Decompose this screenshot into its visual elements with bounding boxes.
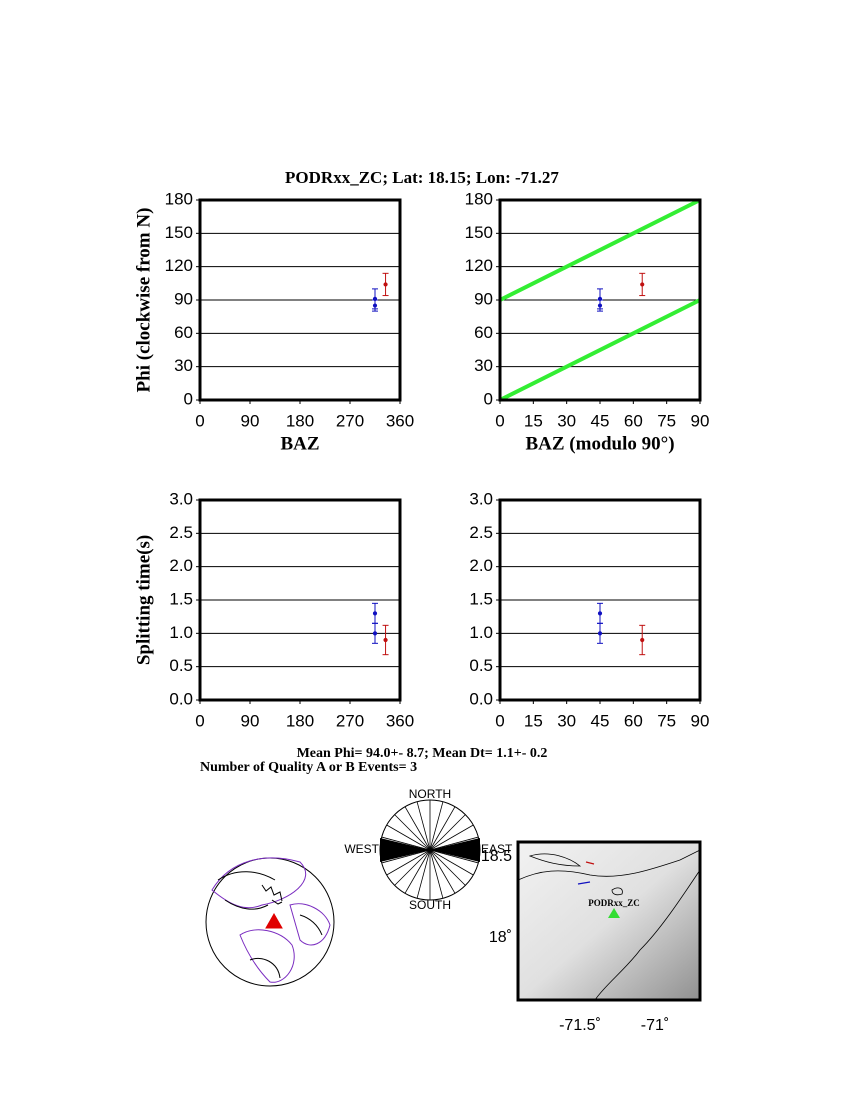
station-label: PODRxx_ZC xyxy=(588,898,640,908)
y-tick-label: 2.0 xyxy=(469,556,493,575)
point xyxy=(640,637,645,643)
rose-north: NORTH xyxy=(409,787,451,801)
point xyxy=(372,303,378,308)
y-tick-label: 120 xyxy=(165,256,193,275)
x-tick-label: 15 xyxy=(524,411,543,430)
point xyxy=(372,631,378,636)
point xyxy=(597,611,603,616)
x-tick-label: 30 xyxy=(557,411,576,430)
x-tick-label: 75 xyxy=(657,411,676,430)
error-bar xyxy=(639,624,646,656)
y-tick-label: 90 xyxy=(474,289,493,308)
x-tick-label: 270 xyxy=(336,711,364,730)
map-lat-top: 18.5 xyxy=(481,848,512,865)
error-bar xyxy=(382,624,389,656)
reference-line xyxy=(499,198,701,302)
y-tick-label: 30 xyxy=(174,356,193,375)
x-tick-label: 60 xyxy=(624,711,643,730)
y-tick-label: 0.5 xyxy=(169,656,193,675)
x-tick-label: 90 xyxy=(691,711,710,730)
x-tick-label: 45 xyxy=(591,711,610,730)
point xyxy=(597,303,603,308)
x-tick-label: 0 xyxy=(495,411,504,430)
y-tick-label: 150 xyxy=(465,223,493,242)
y-tick-label: 180 xyxy=(465,189,493,208)
y-tick-label: 1.5 xyxy=(469,589,493,608)
count-text: Number of Quality A or B Events= 3 xyxy=(200,760,417,775)
point xyxy=(372,611,378,616)
x-tick-label: 30 xyxy=(557,711,576,730)
point xyxy=(640,282,645,287)
x-tick-label: 75 xyxy=(657,711,676,730)
y-tick-label: 3.0 xyxy=(469,489,493,508)
y-tick-label: 60 xyxy=(174,323,193,342)
y-tick-label: 1.0 xyxy=(169,623,193,642)
error-bar xyxy=(597,602,603,624)
error-bar xyxy=(372,299,378,312)
frame xyxy=(198,498,402,702)
x-tick-label: 90 xyxy=(241,411,260,430)
frame xyxy=(498,198,702,402)
y-tick-label: 1.0 xyxy=(469,623,493,642)
x-axis-label: BAZ xyxy=(280,433,319,454)
x-tick-label: 180 xyxy=(286,711,314,730)
rose-west: WEST xyxy=(344,842,379,856)
x-tick-label: 15 xyxy=(524,711,543,730)
frame xyxy=(198,198,402,402)
y-tick-label: 180 xyxy=(165,189,193,208)
error-bar xyxy=(639,272,646,297)
y-tick-label: 2.0 xyxy=(169,556,193,575)
y-tick-label: 0 xyxy=(484,389,493,408)
title: PODRxx_ZC; Lat: 18.15; Lon: -71.27 xyxy=(285,168,559,187)
point xyxy=(383,637,388,643)
y-tick-label: 90 xyxy=(174,289,193,308)
rose-diagram xyxy=(379,799,481,901)
y-tick-label: 2.5 xyxy=(469,523,493,542)
y-tick-label: 1.5 xyxy=(169,589,193,608)
frame xyxy=(498,498,702,702)
map-lon-left: -71.5˚ xyxy=(559,1017,601,1034)
x-tick-label: 270 xyxy=(336,411,364,430)
error-bar xyxy=(372,602,378,624)
point xyxy=(597,631,603,636)
map-lat-mid: 18˚ xyxy=(489,929,512,946)
mean-text: Mean Phi= 94.0+- 8.7; Mean Dt= 1.1+- 0.2 xyxy=(297,746,548,761)
y-tick-label: 2.5 xyxy=(169,523,193,542)
x-tick-label: 0 xyxy=(195,411,204,430)
x-tick-label: 360 xyxy=(386,711,414,730)
reference-line xyxy=(499,298,701,402)
y-tick-label: 60 xyxy=(474,323,493,342)
point xyxy=(383,282,388,287)
y-tick-label: 150 xyxy=(165,223,193,242)
map-lon-right: -71˚ xyxy=(641,1017,669,1034)
x-tick-label: 90 xyxy=(241,711,260,730)
x-tick-label: 180 xyxy=(286,411,314,430)
x-tick-label: 60 xyxy=(624,411,643,430)
x-tick-label: 90 xyxy=(691,411,710,430)
y-tick-label: 0.0 xyxy=(469,689,493,708)
rose-east: EAST xyxy=(481,842,513,856)
y-tick-label: 3.0 xyxy=(169,489,193,508)
error-bar xyxy=(597,299,603,312)
y-tick-label: 0.0 xyxy=(169,689,193,708)
rose-south: SOUTH xyxy=(409,898,451,912)
y-tick-label: 0.5 xyxy=(469,656,493,675)
x-tick-label: 45 xyxy=(591,411,610,430)
y-tick-label: 0 xyxy=(184,389,193,408)
map xyxy=(516,840,702,1002)
x-tick-label: 0 xyxy=(495,711,504,730)
x-axis-label: BAZ (modulo 90°) xyxy=(525,433,674,454)
y-tick-label: 30 xyxy=(474,356,493,375)
y-tick-label: 120 xyxy=(465,256,493,275)
error-bar xyxy=(597,622,603,644)
x-tick-label: 0 xyxy=(195,711,204,730)
y-axis-label: Phi (clockwise from N) xyxy=(133,208,154,393)
error-bar xyxy=(382,272,389,297)
x-tick-label: 360 xyxy=(386,411,414,430)
error-bar xyxy=(372,622,378,644)
globe xyxy=(205,857,335,987)
y-axis-label: Splitting time(s) xyxy=(133,535,154,665)
